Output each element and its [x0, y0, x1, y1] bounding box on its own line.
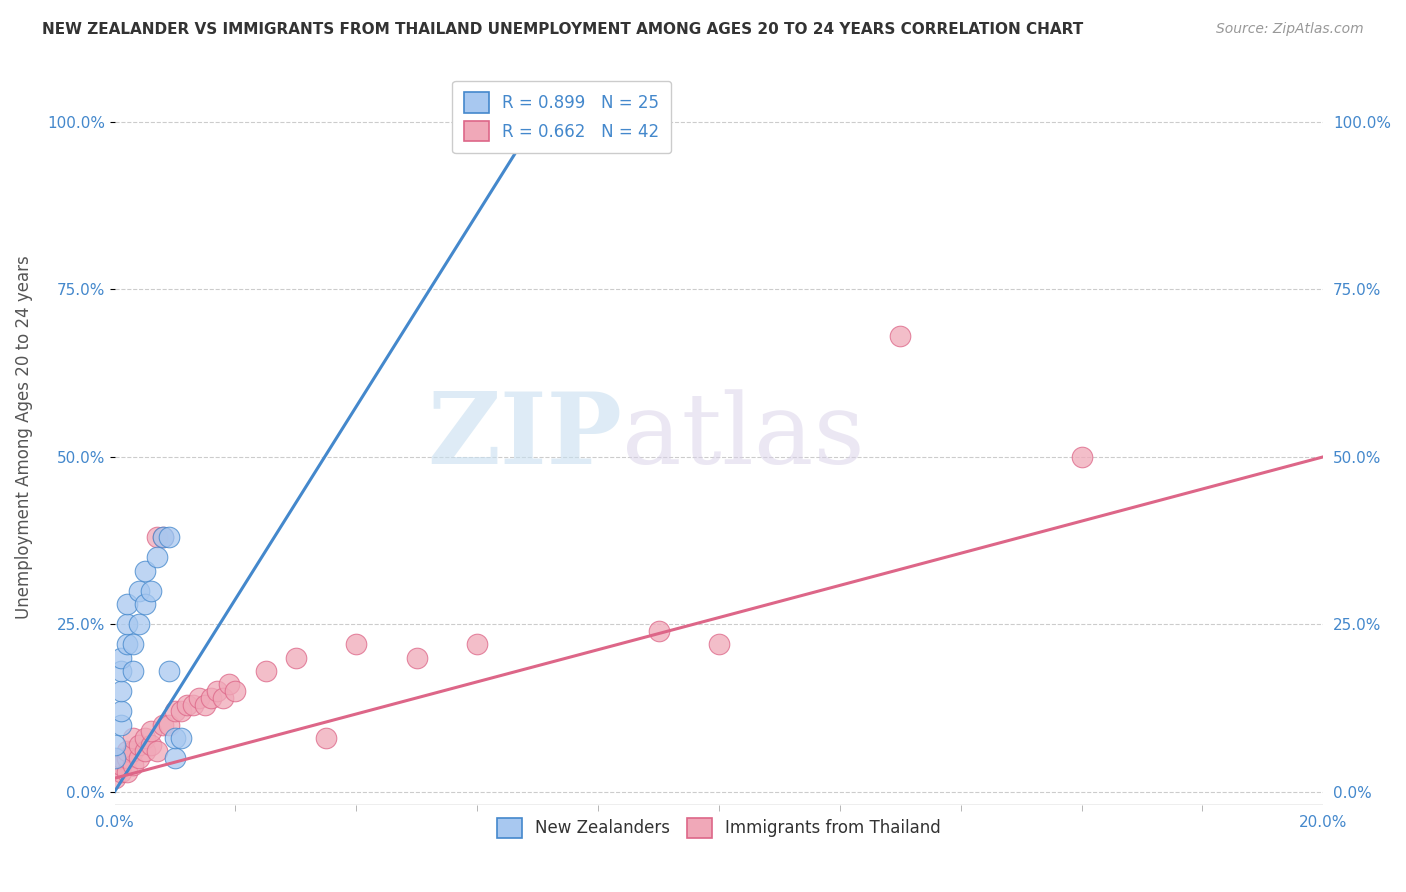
- Point: [134, 597, 156, 611]
- Point: [146, 744, 169, 758]
- Point: [647, 624, 669, 638]
- Point: [163, 731, 186, 745]
- Point: [194, 698, 217, 712]
- Text: ZIP: ZIP: [427, 388, 623, 485]
- Point: [115, 764, 138, 779]
- Text: atlas: atlas: [623, 389, 865, 484]
- Point: [121, 731, 143, 745]
- Point: [139, 583, 162, 598]
- Point: [110, 684, 132, 698]
- Point: [139, 724, 162, 739]
- Point: [110, 757, 132, 772]
- Point: [157, 664, 180, 678]
- Point: [128, 617, 150, 632]
- Point: [121, 757, 143, 772]
- Point: [707, 637, 730, 651]
- Point: [104, 751, 127, 765]
- Point: [128, 751, 150, 765]
- Point: [104, 771, 127, 785]
- Y-axis label: Unemployment Among Ages 20 to 24 years: Unemployment Among Ages 20 to 24 years: [15, 255, 32, 619]
- Point: [889, 329, 911, 343]
- Point: [188, 690, 211, 705]
- Point: [152, 530, 174, 544]
- Point: [200, 690, 222, 705]
- Point: [157, 530, 180, 544]
- Point: [110, 764, 132, 779]
- Point: [104, 738, 127, 752]
- Point: [146, 530, 169, 544]
- Point: [115, 744, 138, 758]
- Text: NEW ZEALANDER VS IMMIGRANTS FROM THAILAND UNEMPLOYMENT AMONG AGES 20 TO 24 YEARS: NEW ZEALANDER VS IMMIGRANTS FROM THAILAN…: [42, 22, 1084, 37]
- Point: [405, 650, 427, 665]
- Point: [115, 637, 138, 651]
- Point: [207, 684, 229, 698]
- Point: [146, 550, 169, 565]
- Point: [157, 717, 180, 731]
- Point: [224, 684, 246, 698]
- Point: [1070, 450, 1092, 464]
- Point: [254, 664, 277, 678]
- Point: [134, 744, 156, 758]
- Point: [115, 751, 138, 765]
- Point: [170, 704, 193, 718]
- Point: [212, 690, 235, 705]
- Point: [315, 731, 337, 745]
- Point: [110, 751, 132, 765]
- Point: [110, 717, 132, 731]
- Point: [152, 717, 174, 731]
- Point: [110, 650, 132, 665]
- Point: [170, 731, 193, 745]
- Point: [134, 564, 156, 578]
- Point: [344, 637, 367, 651]
- Text: Source: ZipAtlas.com: Source: ZipAtlas.com: [1216, 22, 1364, 37]
- Point: [176, 698, 198, 712]
- Point: [128, 583, 150, 598]
- Point: [152, 530, 174, 544]
- Point: [128, 738, 150, 752]
- Point: [110, 704, 132, 718]
- Point: [110, 664, 132, 678]
- Point: [115, 597, 138, 611]
- Point: [121, 637, 143, 651]
- Point: [163, 751, 186, 765]
- Point: [181, 698, 204, 712]
- Point: [163, 704, 186, 718]
- Point: [218, 677, 240, 691]
- Point: [284, 650, 307, 665]
- Point: [139, 738, 162, 752]
- Point: [465, 637, 488, 651]
- Point: [134, 731, 156, 745]
- Point: [115, 617, 138, 632]
- Point: [121, 664, 143, 678]
- Legend: New Zealanders, Immigrants from Thailand: New Zealanders, Immigrants from Thailand: [491, 811, 948, 845]
- Point: [496, 115, 519, 129]
- Point: [121, 744, 143, 758]
